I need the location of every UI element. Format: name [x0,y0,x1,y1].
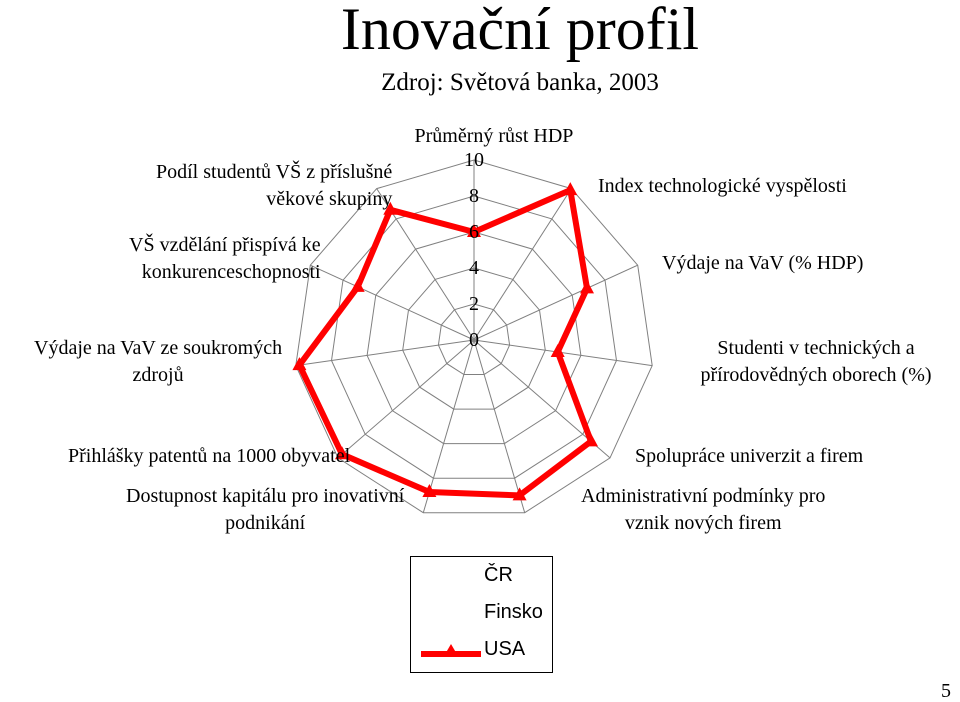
axis-label-10: Podíl studentů VŠ z příslušné věkové skup… [156,159,392,213]
axis-label-10-line-0: Podíl studentů VŠ z příslušné [156,161,393,183]
grid-ring-0 [437,303,511,375]
axis-label-6: Dostupnost kapitálu pro inovativní podnik… [126,483,404,537]
axis-label-8-line-0: Výdaje na VaV ze soukromých [34,337,283,359]
data-point-2-9 [350,278,365,292]
page-number: 5 [941,680,951,702]
chart-subtitle: Zdroj: Světová banka, 2003 [381,69,659,96]
grid-ring-4 [295,159,653,514]
tick-label-2: 4 [469,257,479,279]
axis-spoke-6 [422,339,475,513]
data-point-2-5 [512,487,527,501]
axis-label-8: Výdaje na VaV ze soukromých zdrojů [34,335,282,389]
axis-label-5-line-1: vznik nových firem [624,512,782,534]
data-point-2-2 [580,280,594,294]
tick-label-1: 2 [469,293,479,315]
axis-label-9-line-0: VŠ vzdělání přispívá ke [129,234,321,256]
series-line-2 [296,187,594,499]
data-point-2-4 [584,433,598,447]
axis-label-5: Administrativní podmínky pro vznik nových… [581,483,825,537]
axis-label-9: VŠ vzdělání přispívá ke konkurenceschopno… [129,232,321,286]
axis-label-8-line-1: zdrojů [132,364,184,386]
axis-label-5-line-0: Administrativní podmínky pro [581,485,826,507]
axis-label-3: Studenti v technických a přírodovědných o… [701,335,932,389]
axis-label-1-line-0: Index technologické vyspělosti [598,175,847,197]
legend: ČR Finsko USA [410,556,553,673]
data-point-2-3 [550,344,565,357]
tick-label-0: 0 [469,329,479,351]
axis-label-4: Spolupráce univerzit a firem [635,443,863,470]
legend-label-usa: USA [484,638,526,660]
axis-spoke-3 [473,339,653,367]
axis-spoke-2 [473,264,638,341]
axis-label-3-line-1: přírodovědných oborech (%) [700,364,932,386]
axis-label-6-line-0: Dostupnost kapitálu pro inovativní [126,485,405,507]
axis-label-10-line-1: věkové skupiny [266,188,393,210]
tick-label-3: 6 [469,221,479,243]
grid-ring-3 [330,195,618,479]
axis-label-2: Výdaje na VaV (% HDP) [662,250,863,277]
axis-label-0-line-0: Průměrný růst HDP [414,125,574,147]
axis-spoke-5 [473,339,526,513]
axis-label-2-line-0: Výdaje na VaV (% HDP) [662,252,864,274]
axis-label-7: Přihlášky patentů na 1000 obyvatel [68,443,350,470]
axis-spoke-8 [295,339,475,367]
data-point-2-6 [422,484,437,497]
legend-item-finsko: Finsko [411,594,552,630]
tick-label-4: 8 [469,185,479,207]
axis-spoke-1 [473,188,572,341]
data-point-2-0 [467,224,481,237]
data-point-2-7 [335,446,349,460]
axis-label-0: Průměrný růst HDP [415,123,574,150]
axis-label-3-line-0: Studenti v technických a [717,337,915,359]
chart-title: Inovační profil [340,0,700,62]
axis-label-6-line-1: podnikání [225,512,306,534]
axis-label-1: Index technologické vyspělosti [598,173,847,200]
axis-spoke-7 [337,339,475,459]
axis-label-9-line-1: konkurenceschopnosti [141,261,321,283]
grid-ring-1 [402,267,546,410]
data-point-2-1 [563,182,578,196]
axis-label-7-line-0: Přihlášky patentů na 1000 obyvatel [68,445,351,467]
tick-label-5: 10 [464,149,484,171]
legend-label-cr: ČR [484,564,513,586]
axis-spoke-9 [310,264,475,341]
legend-swatch-usa [421,644,481,657]
legend-label-finsko: Finsko [484,601,543,623]
legend-item-usa: USA [411,631,552,667]
legend-item-cr: ČR [411,557,552,593]
data-point-2-8 [292,357,307,371]
grid-ring-2 [366,231,582,445]
axis-label-4-line-0: Spolupráce univerzit a firem [635,445,864,467]
data-point-2-10 [383,201,398,215]
